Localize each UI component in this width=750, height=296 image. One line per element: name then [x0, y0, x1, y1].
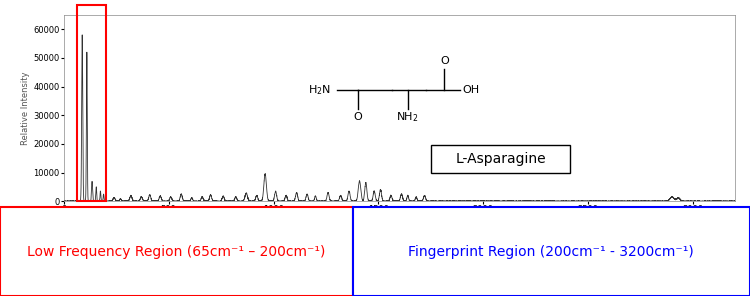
Text: Fingerprint Region (200cm⁻¹ - 3200cm⁻¹): Fingerprint Region (200cm⁻¹ - 3200cm⁻¹): [408, 244, 694, 259]
Text: H$_2$N: H$_2$N: [308, 83, 331, 96]
X-axis label: Raman Shift (cm⁻¹): Raman Shift (cm⁻¹): [359, 217, 440, 226]
Text: O: O: [440, 56, 448, 65]
Text: Low Frequency Region (65cm⁻¹ – 200cm⁻¹): Low Frequency Region (65cm⁻¹ – 200cm⁻¹): [27, 244, 326, 259]
Y-axis label: Relative Intensity: Relative Intensity: [22, 71, 31, 145]
Text: NH$_2$: NH$_2$: [396, 110, 419, 124]
Text: L-Asparagine: L-Asparagine: [455, 152, 546, 166]
Text: OH: OH: [463, 85, 480, 95]
Text: O: O: [353, 112, 362, 122]
Bar: [77, 5, 106, 201]
